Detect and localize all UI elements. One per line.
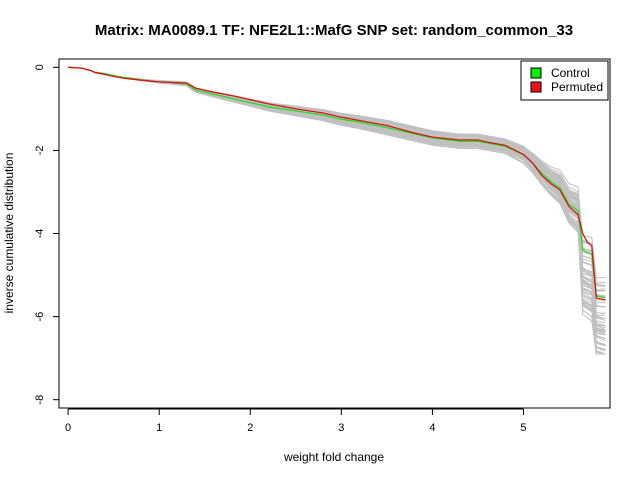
background-series-line bbox=[68, 66, 606, 322]
background-series-line bbox=[68, 66, 606, 298]
x-tick-label: 4 bbox=[429, 422, 435, 434]
background-series-line bbox=[68, 66, 606, 355]
background-series-line bbox=[68, 66, 606, 355]
background-series-line bbox=[68, 66, 606, 355]
background-series-line bbox=[68, 66, 606, 304]
background-series-line bbox=[68, 66, 606, 351]
background-series-line bbox=[68, 66, 606, 340]
background-series-line bbox=[68, 66, 606, 292]
background-series-line bbox=[68, 66, 606, 355]
background-series-line bbox=[68, 66, 606, 339]
y-tick-label: -6 bbox=[34, 312, 46, 322]
background-series-line bbox=[68, 66, 606, 315]
background-series-line bbox=[68, 66, 606, 320]
y-tick-label: -8 bbox=[34, 395, 46, 405]
background-series-line bbox=[68, 66, 606, 292]
background-series-line bbox=[68, 66, 606, 331]
background-series-line bbox=[68, 66, 606, 335]
background-series-line bbox=[68, 66, 606, 327]
legend-swatch-control bbox=[530, 67, 542, 79]
y-axis: 0 -2 -4 -6 -8 bbox=[34, 64, 60, 405]
background-series-line bbox=[68, 66, 606, 319]
legend-label-control: Control bbox=[551, 66, 590, 80]
background-series-line bbox=[68, 66, 606, 297]
background-series-line bbox=[68, 66, 606, 336]
background-series-line bbox=[68, 66, 606, 347]
x-tick-label: 5 bbox=[520, 422, 526, 434]
background-series-line bbox=[68, 66, 606, 333]
series-line-permuted bbox=[68, 66, 606, 301]
background-series-line bbox=[68, 66, 606, 324]
background-series-group bbox=[68, 66, 606, 355]
background-series-line bbox=[68, 66, 606, 291]
background-series-line bbox=[68, 66, 606, 329]
background-series-line bbox=[68, 66, 606, 345]
background-series-line bbox=[68, 66, 606, 333]
background-series-line bbox=[68, 66, 606, 327]
background-series-line bbox=[68, 66, 606, 346]
background-series-line bbox=[68, 66, 606, 347]
x-tick-label: 0 bbox=[65, 422, 71, 434]
background-series-line bbox=[68, 66, 606, 297]
background-series-line bbox=[68, 66, 606, 355]
background-series-line bbox=[68, 66, 606, 350]
legend-label-permuted: Permuted bbox=[551, 80, 603, 94]
y-axis-label: inverse cumulative distribution bbox=[2, 153, 16, 314]
background-series-line bbox=[68, 66, 606, 332]
background-series-line bbox=[68, 66, 606, 314]
x-tick-label: 2 bbox=[247, 422, 253, 434]
series-line-control bbox=[68, 66, 606, 299]
background-series-line bbox=[68, 66, 606, 342]
background-series-line bbox=[68, 66, 606, 317]
x-axis: 0 1 2 3 4 5 bbox=[65, 408, 527, 434]
background-series-line bbox=[68, 66, 606, 301]
background-series-line bbox=[68, 66, 606, 336]
background-series-line bbox=[68, 66, 606, 331]
background-series-line bbox=[68, 66, 606, 355]
background-series-line bbox=[68, 66, 606, 326]
background-series-line bbox=[68, 66, 606, 333]
background-series-line bbox=[68, 66, 606, 301]
background-series-line bbox=[68, 66, 606, 334]
background-series-line bbox=[68, 66, 606, 352]
background-series-line bbox=[68, 66, 606, 308]
chart-title: Matrix: MA0089.1 TF: NFE2L1::MafG SNP se… bbox=[95, 22, 573, 39]
background-series-line bbox=[68, 66, 606, 321]
y-tick-label: -4 bbox=[34, 229, 46, 239]
main-series-group bbox=[68, 66, 606, 301]
y-tick-label: 0 bbox=[34, 64, 46, 70]
background-series-line bbox=[68, 66, 606, 355]
legend-swatch-permuted bbox=[530, 81, 542, 93]
background-series-line bbox=[68, 66, 606, 355]
background-series-line bbox=[68, 66, 606, 350]
x-axis-label: weight fold change bbox=[283, 450, 384, 464]
background-series-line bbox=[68, 66, 606, 355]
background-series-line bbox=[68, 66, 606, 308]
x-tick-label: 1 bbox=[156, 422, 162, 434]
x-tick-label: 3 bbox=[338, 422, 344, 434]
y-tick-label: -2 bbox=[34, 146, 46, 156]
background-series-line bbox=[68, 66, 606, 332]
